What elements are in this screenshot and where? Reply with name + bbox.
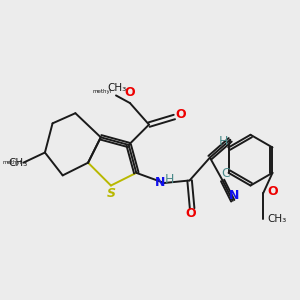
Text: S: S bbox=[107, 187, 116, 200]
Text: N: N bbox=[155, 176, 166, 190]
Text: H: H bbox=[219, 135, 229, 148]
Text: O: O bbox=[268, 185, 278, 198]
Text: methyl: methyl bbox=[93, 89, 112, 94]
Text: O: O bbox=[186, 207, 196, 220]
Text: CH₃: CH₃ bbox=[108, 83, 127, 93]
Text: CH₃: CH₃ bbox=[268, 214, 287, 224]
Text: N: N bbox=[229, 189, 239, 202]
Text: O: O bbox=[124, 86, 135, 99]
Text: CH₃: CH₃ bbox=[9, 158, 28, 168]
Text: methyl: methyl bbox=[3, 160, 22, 165]
Text: O: O bbox=[176, 108, 186, 121]
Text: C: C bbox=[221, 167, 230, 180]
Text: H: H bbox=[165, 173, 175, 186]
